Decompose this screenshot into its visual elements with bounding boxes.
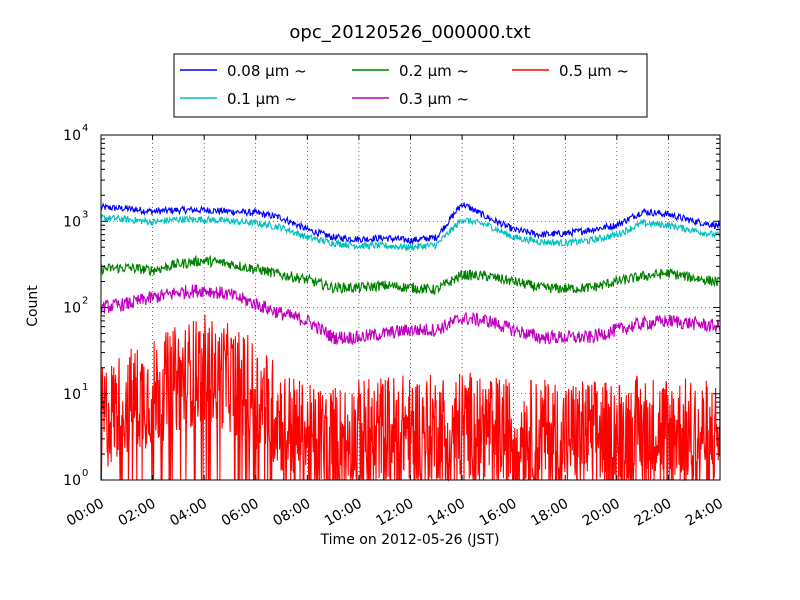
series-line-4 [100, 314, 721, 482]
series-line-3 [100, 284, 721, 346]
chart-title: opc_20120526_000000.txt [289, 22, 530, 43]
y-axis-label: Count [25, 285, 41, 327]
x-axis-label: Time on 2012-05-26 (JST) [320, 532, 500, 548]
x-tick-label: 02:00 [116, 496, 159, 530]
x-tick-label: 16:00 [477, 496, 520, 530]
y-tick-label: 10 [63, 387, 81, 403]
x-tick-label: 18:00 [528, 496, 571, 530]
series-line-0 [100, 202, 721, 245]
series-line-1 [100, 213, 721, 252]
legend-label: 0.08 μm ~ [227, 62, 307, 80]
x-tick-label: 14:00 [425, 496, 468, 530]
y-tick-exponent: 3 [82, 209, 88, 220]
y-tick-exponent: 1 [82, 382, 88, 393]
x-tick-label: 10:00 [322, 496, 365, 530]
y-tick-exponent: 0 [82, 468, 88, 479]
x-tick-label: 04:00 [167, 496, 210, 530]
x-tick-label: 22:00 [631, 496, 674, 530]
series-line-2 [100, 254, 721, 295]
x-tick-label: 00:00 [64, 496, 107, 530]
x-tick-label: 06:00 [219, 496, 262, 530]
legend-box [173, 53, 648, 118]
x-tick-label: 12:00 [374, 496, 417, 530]
y-tick-label: 10 [63, 214, 81, 230]
y-tick-label: 10 [63, 128, 81, 144]
series-lines [100, 202, 721, 482]
legend-label: 0.3 μm ~ [399, 90, 469, 108]
y-tick-label: 10 [63, 473, 81, 489]
legend-label: 0.2 μm ~ [399, 62, 469, 80]
x-tick-label: 20:00 [580, 496, 623, 530]
legend-label: 0.5 μm ~ [559, 62, 629, 80]
x-tick-label: 24:00 [683, 496, 726, 530]
legend: 0.08 μm ~ 0.1 μm ~ 0.2 μm ~ 0.3 μm ~ 0.5 μm … [173, 53, 648, 118]
legend-label: 0.1 μm ~ [227, 90, 297, 108]
y-tick-exponent: 2 [82, 296, 88, 307]
y-tick-label: 10 [63, 301, 81, 317]
x-tick-label: 08:00 [270, 496, 313, 530]
y-tick-exponent: 4 [82, 123, 88, 134]
